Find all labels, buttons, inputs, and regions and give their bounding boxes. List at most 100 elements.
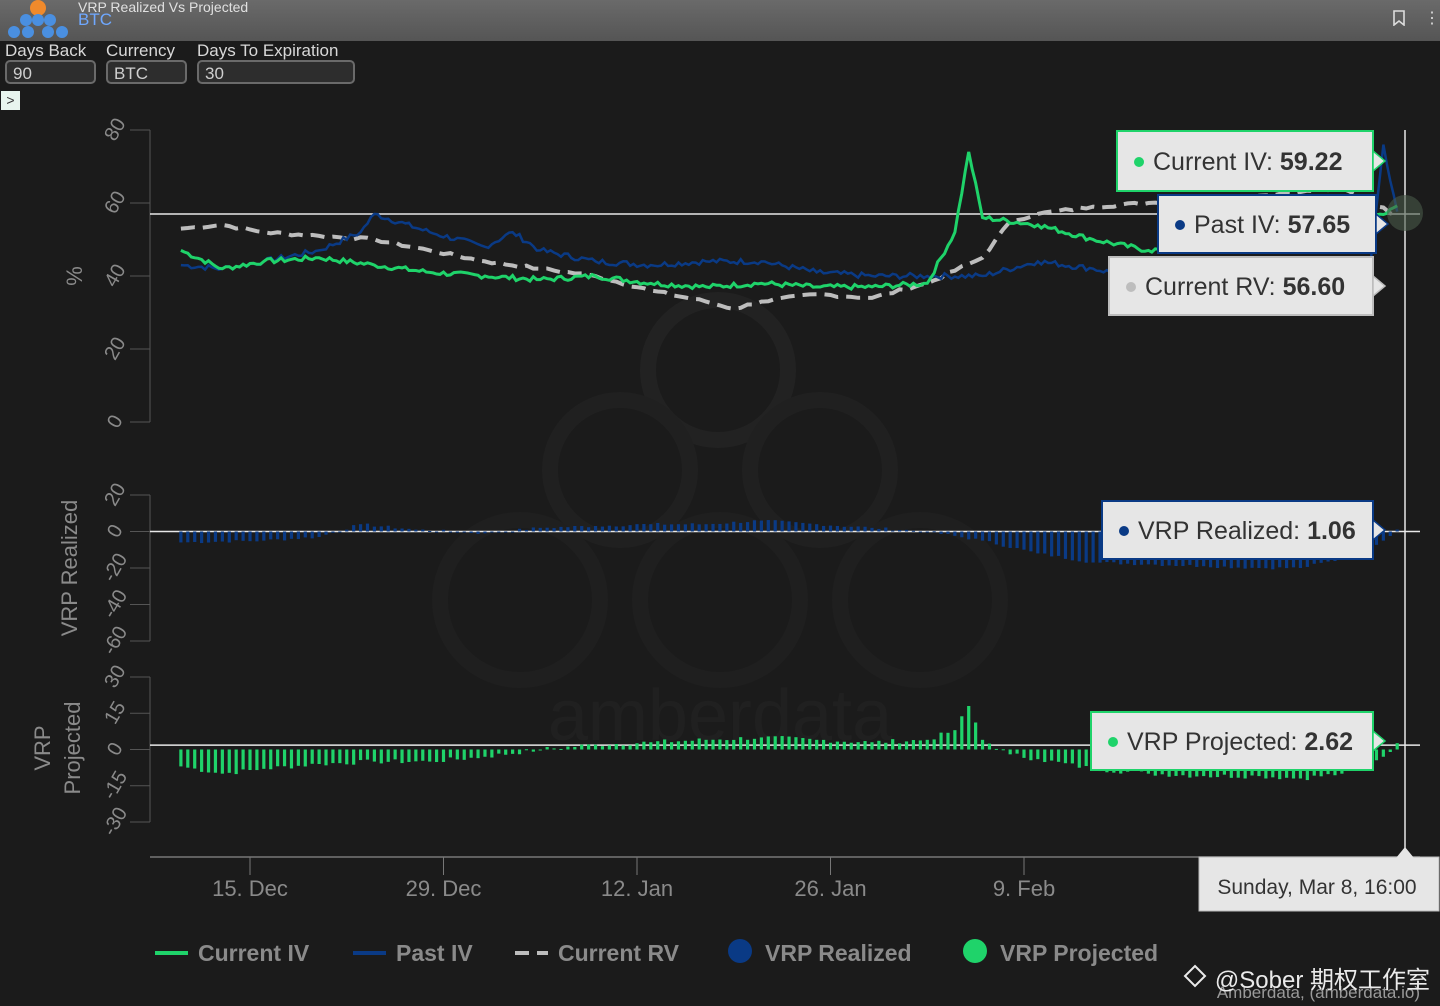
vrp-realized-bar	[815, 524, 819, 532]
vrp-projected-bar	[386, 749, 390, 762]
vrp-realized-bar	[849, 526, 853, 532]
vrp-projected-bar	[206, 749, 211, 773]
vrp-realized-bar	[656, 522, 660, 532]
vrp-projected-bar	[1354, 749, 1358, 767]
crosshair-date-text: Sunday, Mar 8, 16:00	[1217, 876, 1416, 899]
vrp-projected-bar	[953, 730, 957, 750]
vrp-projected-bar	[1126, 749, 1130, 772]
vrp-realized-bar	[1181, 531, 1185, 567]
vrp-projected-bar	[939, 732, 943, 750]
y-tick-label: 0	[103, 739, 128, 760]
vrp-realized-bar	[365, 523, 370, 532]
vrp-projected-bar	[1146, 749, 1150, 774]
vrp-realized-bar	[227, 531, 231, 543]
vrp-realized-bar	[718, 523, 722, 532]
vrp-projected-bar	[1381, 749, 1385, 757]
vrp-projected-bar	[566, 746, 570, 750]
vrp-projected-bar	[296, 749, 300, 766]
vrp-projected-bar	[524, 749, 529, 751]
vrp-projected-bar	[255, 749, 259, 771]
vrp-realized-bar	[1347, 531, 1351, 557]
vrp-realized-bar	[904, 529, 909, 532]
vrp-realized-bar	[1298, 531, 1303, 568]
vrp-projected-bar	[745, 739, 750, 750]
vrp-projected-bar	[393, 749, 397, 760]
vrp-projected-bar	[1132, 749, 1137, 771]
vrp-projected-bar	[1050, 749, 1054, 761]
vrp-projected-bar	[455, 749, 459, 760]
vrp-projected-bar	[213, 749, 218, 773]
vrp-projected-bar	[421, 749, 425, 761]
vrp-projected-bar	[407, 749, 411, 762]
y-tick-label: -60	[99, 623, 133, 659]
vrp-realized-bar	[801, 522, 805, 532]
vrp-projected-bar	[1202, 749, 1206, 777]
vrp-projected-bar	[1043, 749, 1047, 763]
vrp-projected-bar	[1278, 749, 1282, 780]
vrp-realized-bar	[1367, 531, 1372, 548]
vrp-projected-bar	[469, 749, 473, 758]
vrp-realized-bar	[504, 531, 508, 533]
vrp-projected-bar	[676, 741, 681, 750]
vrp-realized-bar	[352, 525, 356, 532]
vrp-projected-bar	[600, 746, 605, 750]
vrp-projected-bar	[1077, 749, 1081, 768]
days-back-input[interactable]: 90	[5, 60, 96, 84]
vrp-projected-bar	[1084, 749, 1088, 767]
vrp-realized-bar	[987, 531, 992, 542]
vrp-realized-bar	[1250, 531, 1254, 568]
vrp-projected-bar	[317, 749, 321, 764]
vrp-projected-bar	[987, 743, 992, 750]
vrp-realized-bar	[1381, 531, 1385, 541]
vrp-projected-bar	[331, 749, 335, 764]
vrp-realized-bar	[1374, 531, 1379, 545]
expand-toggle-button[interactable]: >	[1, 91, 20, 110]
legend-vrp-realized-label: VRP Realized	[765, 940, 912, 966]
y-tick-label: -30	[99, 804, 133, 840]
vrp-realized-bar	[1229, 531, 1233, 569]
vrp-realized-bar	[587, 527, 591, 532]
vrp-projected-bar	[704, 739, 708, 750]
bookmark-icon[interactable]	[1392, 10, 1406, 31]
more-icon[interactable]: ⋮	[1424, 10, 1440, 27]
vrp-realized-bar	[206, 531, 211, 543]
tooltip-2: Current RV: 56.60	[1108, 256, 1387, 316]
vrp-realized-bar	[455, 531, 459, 533]
vrp-projected-bar	[1174, 749, 1178, 776]
vrp-projected-bar	[1298, 749, 1303, 779]
vrp-realized-bar	[1132, 531, 1137, 566]
vrp-projected-bar	[1091, 749, 1095, 769]
vrp-projected-bar	[1160, 749, 1164, 775]
vrp-projected-bar	[289, 749, 294, 769]
vrp-realized-bar	[1361, 531, 1365, 549]
y-tick-label: 15	[100, 698, 130, 728]
vrp-realized-bar	[511, 531, 515, 533]
crosshair-date-label: Sunday, Mar 8, 16:00	[1198, 847, 1440, 912]
vrp-projected-bar	[642, 741, 646, 750]
vrp-realized-bar	[697, 524, 701, 532]
vrp-realized-bar	[1001, 531, 1005, 547]
x-tick-label: 12. Jan	[601, 876, 673, 901]
vrp-realized-bar	[621, 526, 625, 532]
current-iv-line	[180, 151, 1398, 292]
vrp-realized-bar	[1050, 531, 1054, 557]
vrp-projected-bar	[614, 744, 618, 750]
vrp-realized-bar	[276, 531, 280, 540]
vrp-projected-bar	[269, 749, 273, 770]
vrp-projected-bar	[1319, 749, 1323, 777]
vrp-projected-bar	[828, 742, 833, 750]
vrp-realized-bar	[808, 523, 812, 532]
vrp-realized-bar	[877, 528, 881, 532]
tooltip-text: Current IV: 59.22	[1153, 148, 1342, 176]
vrp-projected-bar	[538, 749, 542, 751]
vrp-realized-bar	[338, 531, 342, 533]
currency-select[interactable]: BTC	[106, 60, 187, 84]
days-to-expiration-input[interactable]: 30	[197, 60, 355, 84]
vrp-projected-bar	[580, 744, 584, 750]
vrp-realized-bar	[1188, 531, 1192, 565]
amberdata-watermark-icon: amberdata	[432, 292, 1008, 756]
vrp-realized-bar	[1340, 531, 1344, 559]
vrp-realized-bar	[531, 527, 535, 532]
vrp-realized-bar	[538, 527, 542, 532]
vrp-realized-bar	[1236, 531, 1240, 568]
